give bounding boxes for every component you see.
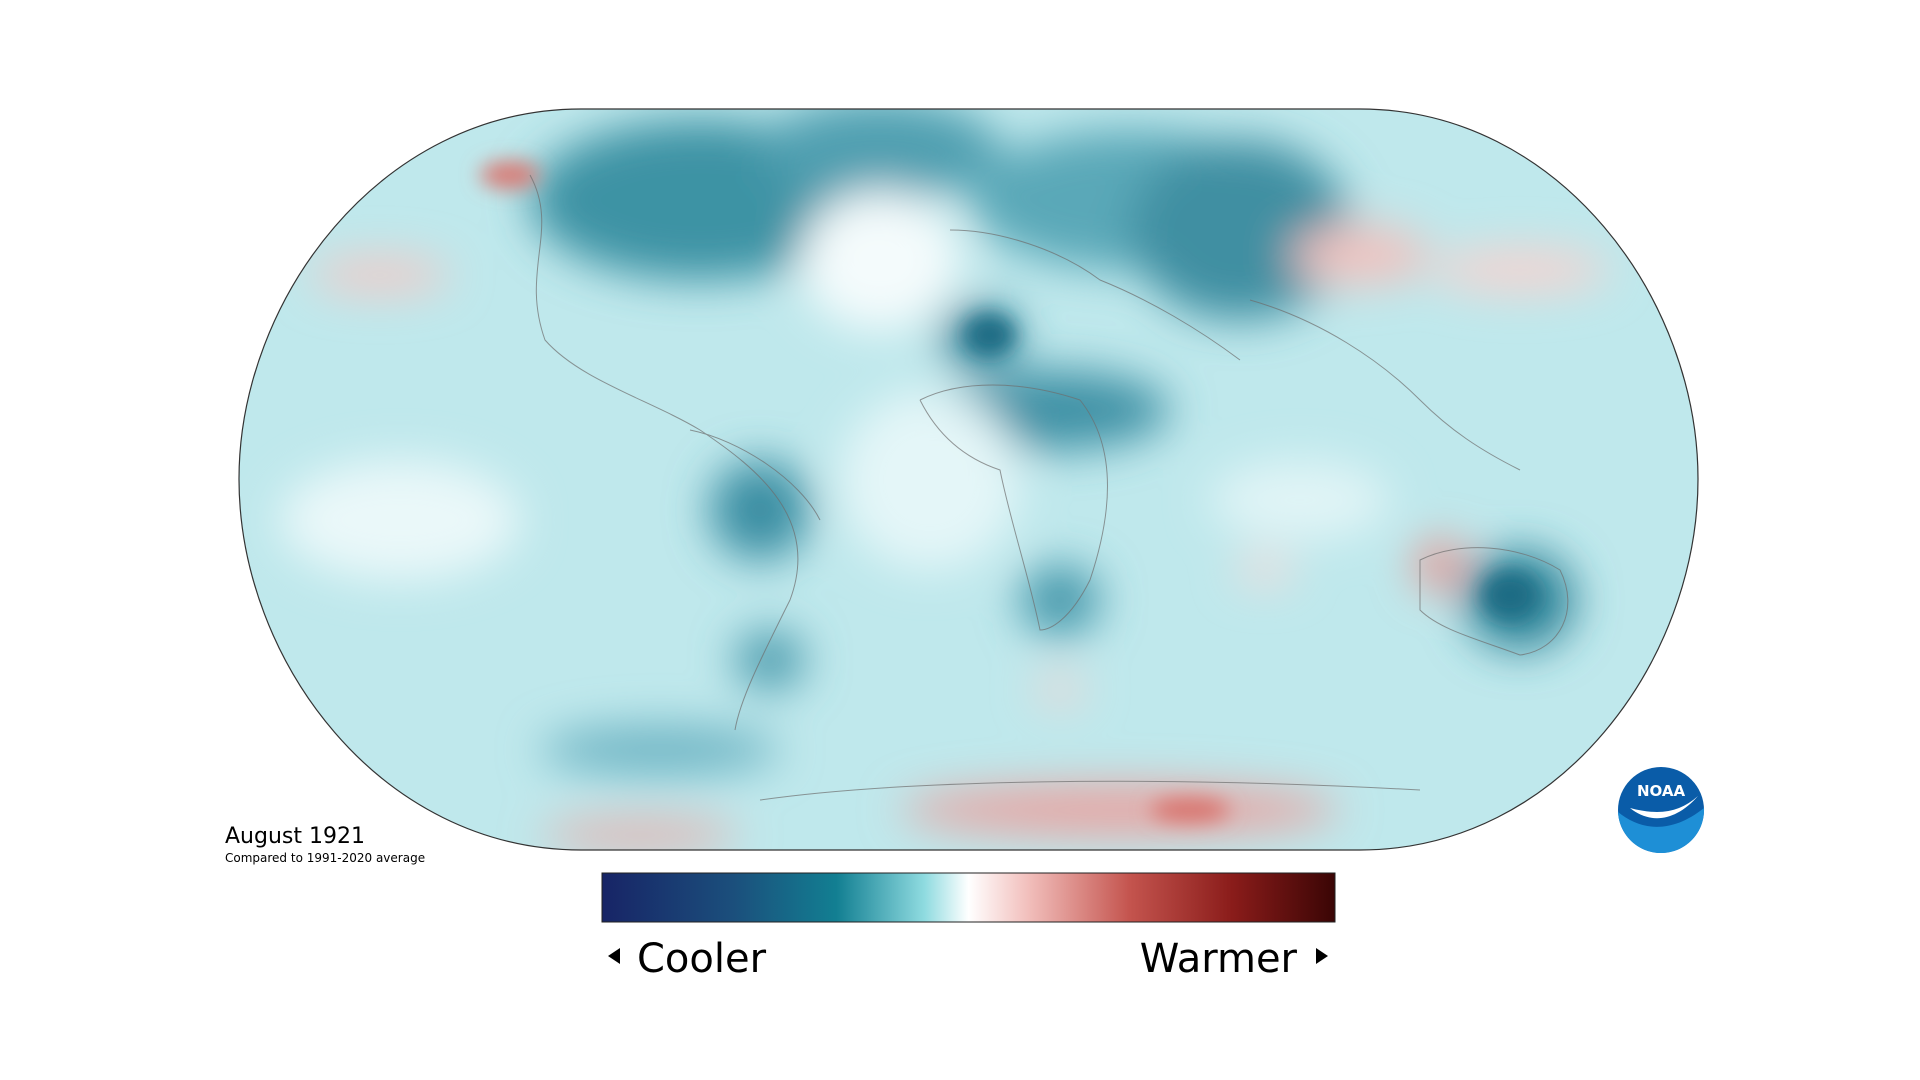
map-outline: [238, 108, 1699, 851]
logo-text: NOAA: [1637, 782, 1686, 800]
legend-low-label: Cooler: [637, 936, 767, 982]
legend-high-label: Warmer: [1140, 936, 1298, 982]
logo-bird: [1630, 796, 1698, 819]
map-title: August 1921: [225, 824, 365, 849]
anomaly-field: [239, 109, 1698, 850]
logo-lower: [1618, 808, 1705, 854]
cool-arrow: [608, 948, 620, 964]
color-scale: [601, 872, 1336, 923]
warm-arrow: [1316, 948, 1328, 964]
anomaly-spots: [480, 161, 1538, 822]
map-subtitle: Compared to 1991-2020 average: [225, 851, 425, 865]
noaa-logo: NOAA: [1618, 767, 1705, 854]
coastlines: [529, 174, 1569, 801]
